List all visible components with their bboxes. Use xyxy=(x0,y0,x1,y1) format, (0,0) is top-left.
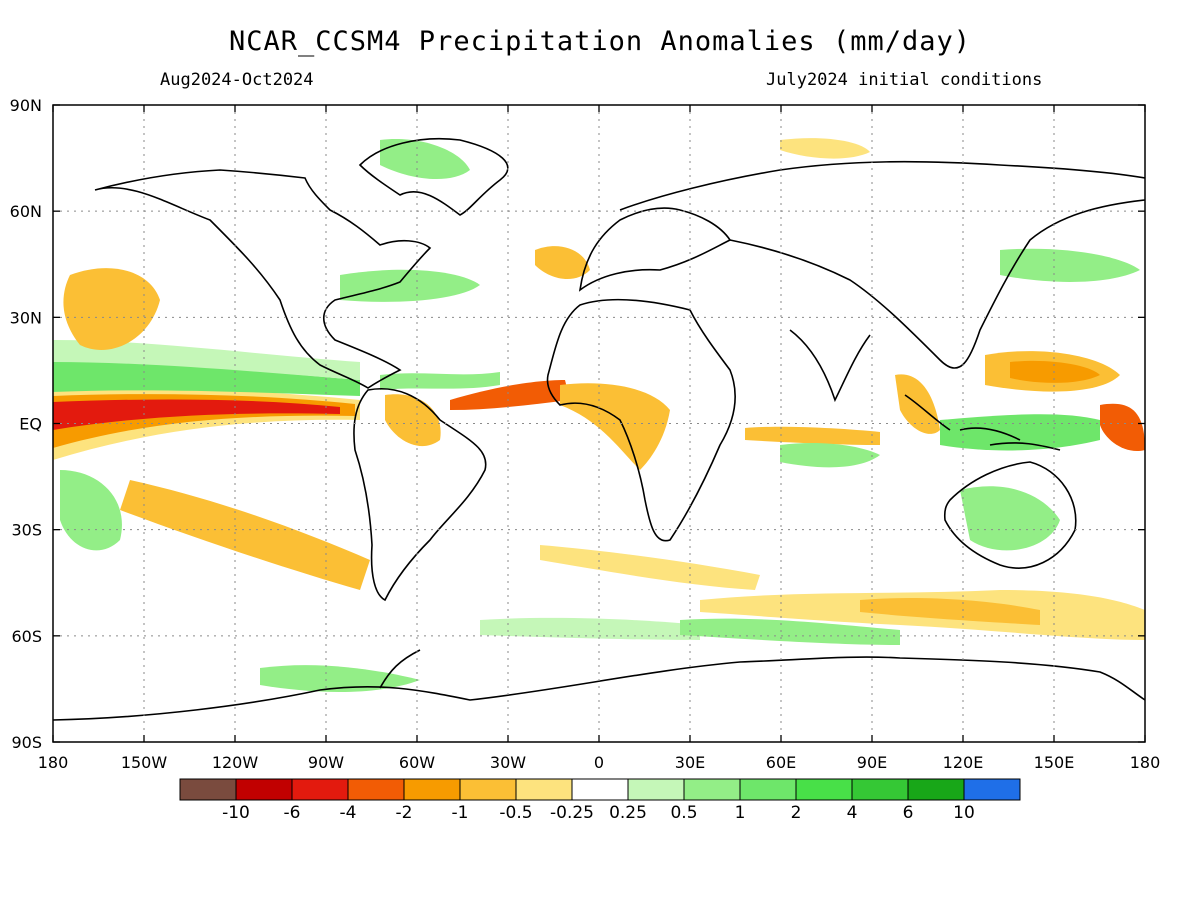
anomaly-region xyxy=(1100,403,1145,451)
colorbar-label: -6 xyxy=(284,803,301,823)
lon-label: 30E xyxy=(675,753,705,772)
coastline xyxy=(94,169,432,389)
colorbar-swatch xyxy=(795,778,853,801)
coastline xyxy=(619,160,1145,369)
anomaly-region xyxy=(680,618,900,645)
anomaly-region xyxy=(780,138,870,159)
colorbar-label: 6 xyxy=(903,803,914,823)
forecast-period: Aug2024-Oct2024 xyxy=(160,70,314,90)
axis-ticks xyxy=(52,104,1146,743)
coastline xyxy=(789,329,871,403)
lon-label: 90E xyxy=(857,753,887,772)
anomaly-region xyxy=(53,399,340,430)
colorbar-swatch xyxy=(683,778,741,801)
anomaly-region xyxy=(380,372,500,390)
lon-label: 120W xyxy=(212,753,259,772)
lat-label: 60S xyxy=(11,627,42,646)
colorbar-swatch xyxy=(291,778,349,801)
anomaly-region xyxy=(53,340,360,380)
coastline xyxy=(546,298,736,542)
anomaly-region xyxy=(960,486,1060,551)
colorbar-label: 10 xyxy=(953,803,975,823)
colorbar-swatch xyxy=(347,778,405,801)
lat-label: 30N xyxy=(10,308,42,327)
colorbar-labels: -10 -6 -4 -2 -1 -0.5 -0.25 0.25 0.5 1 2 4 6 10 xyxy=(222,803,975,823)
coastline xyxy=(578,207,732,292)
anomaly-region xyxy=(540,545,760,590)
lat-label: 30S xyxy=(11,521,42,540)
lon-label: 0 xyxy=(594,753,604,772)
anomaly-region xyxy=(380,139,470,180)
anomaly-region xyxy=(60,470,122,551)
anomaly-region xyxy=(120,480,370,590)
colorbar-label: 0.25 xyxy=(609,803,647,823)
colorbar-label: -0.5 xyxy=(499,803,532,823)
colorbar-swatch xyxy=(403,778,461,801)
lat-label: 90N xyxy=(10,96,42,115)
anomaly-region xyxy=(385,394,441,447)
anomaly-region xyxy=(535,246,590,280)
lon-label: 150E xyxy=(1034,753,1075,772)
colorbar-label: 1 xyxy=(735,803,746,823)
anomaly-region xyxy=(480,617,700,640)
lon-label: 180 xyxy=(1130,753,1161,772)
lat-label: 90S xyxy=(11,733,42,752)
colorbar-label: -10 xyxy=(222,803,250,823)
lat-label: 60N xyxy=(10,202,42,221)
colorbar-label: 2 xyxy=(791,803,802,823)
colorbar-swatch xyxy=(963,778,1021,801)
coastline xyxy=(943,461,1077,569)
anomaly-region xyxy=(53,361,360,396)
lon-label: 150W xyxy=(121,753,168,772)
latitude-labels: 90N 60N 30N EQ 30S 60S 90S xyxy=(10,96,42,752)
anomaly-region xyxy=(1010,360,1100,383)
coastline xyxy=(53,656,1145,721)
colorbar-swatch xyxy=(907,778,965,801)
colorbar-swatch xyxy=(739,778,797,801)
anomaly-field xyxy=(53,138,1145,692)
longitude-labels: 180 150W 120W 90W 60W 30W 0 30E 60E 90E 120E 150E 18… xyxy=(38,753,1161,772)
colorbar-swatch xyxy=(235,778,293,801)
graticule xyxy=(53,105,1145,742)
lon-label: 120E xyxy=(943,753,984,772)
anomaly-region xyxy=(560,383,670,470)
anomaly-region xyxy=(450,380,570,410)
colorbar-swatch xyxy=(571,778,629,801)
lon-label: 180 xyxy=(38,753,69,772)
colorbar-swatch xyxy=(459,778,517,801)
anomaly-region xyxy=(940,414,1100,451)
colorbar-label: -1 xyxy=(452,803,469,823)
initial-conditions: July2024 initial conditions xyxy=(766,70,1043,90)
colorbar-label: 4 xyxy=(847,803,858,823)
coastline xyxy=(358,137,509,216)
coastline xyxy=(353,388,487,602)
anomaly-region xyxy=(340,269,480,302)
colorbar-label: -4 xyxy=(340,803,357,823)
colorbar xyxy=(179,778,1021,801)
lon-label: 30W xyxy=(490,753,526,772)
anomaly-region xyxy=(260,665,420,692)
map-title: NCAR_CCSM4 Precipitation Anomalies (mm/d… xyxy=(229,26,971,57)
colorbar-swatch xyxy=(179,778,237,801)
colorbar-swatch xyxy=(851,778,909,801)
colorbar-swatch xyxy=(627,778,685,801)
anomaly-region xyxy=(1000,248,1140,282)
lon-label: 60W xyxy=(399,753,435,772)
lon-label: 90W xyxy=(308,753,344,772)
lat-label: EQ xyxy=(19,415,42,434)
lon-label: 60E xyxy=(766,753,796,772)
colorbar-label: 0.5 xyxy=(670,803,697,823)
colorbar-swatch xyxy=(515,778,573,801)
colorbar-label: -2 xyxy=(396,803,413,823)
coastline xyxy=(379,649,421,689)
colorbar-label: -0.25 xyxy=(550,803,594,823)
anomaly-region xyxy=(63,268,160,350)
anomaly-region xyxy=(860,598,1040,625)
anomaly-region xyxy=(780,443,880,468)
anomaly-region xyxy=(745,426,880,445)
